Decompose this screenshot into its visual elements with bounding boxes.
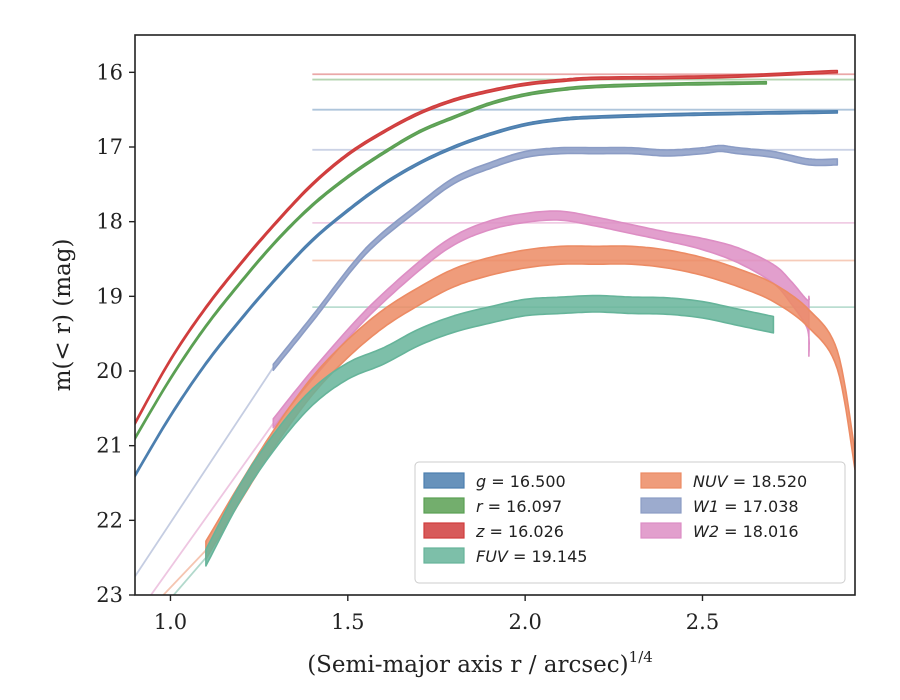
legend-series-name: W2: [693, 522, 719, 541]
x-axis-label-main: (Semi-major axis r / arcsec): [307, 652, 628, 678]
legend-swatch-z: [423, 522, 465, 539]
ticks-layer: 1.0 1.5 2.0 2.5 16 17 18 19 20 21 22 23: [96, 60, 719, 634]
extrapolation-line-nuv: [162, 549, 207, 595]
series-band-r: [135, 80, 768, 441]
legend-label-r: r = 16.097: [476, 497, 562, 516]
legend-swatch-r: [423, 497, 465, 514]
curves-layer: [135, 69, 855, 595]
legend-series-value: = 19.145: [508, 547, 588, 566]
extrapolation-line-fuv: [172, 557, 207, 595]
x-axis-label-exponent: 1/4: [629, 648, 653, 666]
legend-series-name: NUV: [693, 472, 729, 491]
legend-label-g: g = 16.500: [476, 472, 566, 491]
legend-series-value: = 16.026: [484, 522, 564, 541]
y-tick-label-1: 17: [96, 135, 123, 159]
legend-series-name: FUV: [476, 547, 509, 566]
legend-swatch-fuv: [423, 547, 465, 564]
legend-series-name: z: [475, 522, 485, 541]
legend-label-z: z = 16.026: [475, 522, 564, 541]
legend-label-w1: W1 = 17.038: [693, 497, 799, 516]
legend-series-value: = 16.097: [483, 497, 563, 516]
legend-series-value: = 17.038: [719, 497, 799, 516]
x-tick-label-1: 1.5: [331, 610, 364, 634]
y-tick-label-3: 19: [96, 284, 123, 308]
legend-series-name: W1: [693, 497, 719, 516]
y-tick-label-0: 16: [96, 60, 123, 84]
legend-swatch-w1: [640, 497, 682, 514]
legend-series-value: = 18.016: [719, 522, 799, 541]
y-tick-label-4: 20: [96, 359, 123, 383]
x-tick-label-3: 2.5: [686, 610, 719, 634]
extrapolation-line-w2: [149, 422, 275, 595]
legend-series-value: = 18.520: [728, 472, 808, 491]
y-axis-label: m(< r) (mag): [50, 239, 76, 392]
y-tick-label-6: 22: [96, 508, 123, 532]
legend-label-nuv: NUV = 18.520: [693, 472, 807, 491]
legend-label-fuv: FUV = 19.145: [476, 547, 587, 566]
legend-swatch-g: [423, 472, 465, 489]
legend-swatch-w2: [640, 522, 682, 539]
x-tick-label-0: 1.0: [154, 610, 187, 634]
series-band-nuv: [205, 245, 855, 560]
extrapolation-line-w1: [135, 366, 275, 577]
y-tick-label-5: 21: [96, 434, 123, 458]
series-band-w1: [272, 144, 839, 372]
legend-swatch-nuv: [640, 472, 682, 489]
legend-frame: [414, 461, 846, 584]
plot-frame: [134, 34, 856, 596]
legend-series-name: g: [476, 472, 486, 491]
legend-label-w2: W2 = 18.016: [693, 522, 799, 541]
series-band-w2: [272, 210, 810, 429]
legend-series-name: r: [476, 497, 484, 516]
legend-series-value: = 16.500: [486, 472, 566, 491]
y-tick-label-2: 18: [96, 210, 123, 234]
x-tick-label-2: 2.0: [508, 610, 541, 634]
series-band-g: [135, 110, 839, 478]
y-tick-label-7: 23: [96, 583, 123, 607]
series-band-z: [135, 69, 839, 426]
x-axis-label: (Semi-major axis r / arcsec)1/4: [307, 648, 653, 678]
series-band-fuv: [205, 294, 775, 567]
